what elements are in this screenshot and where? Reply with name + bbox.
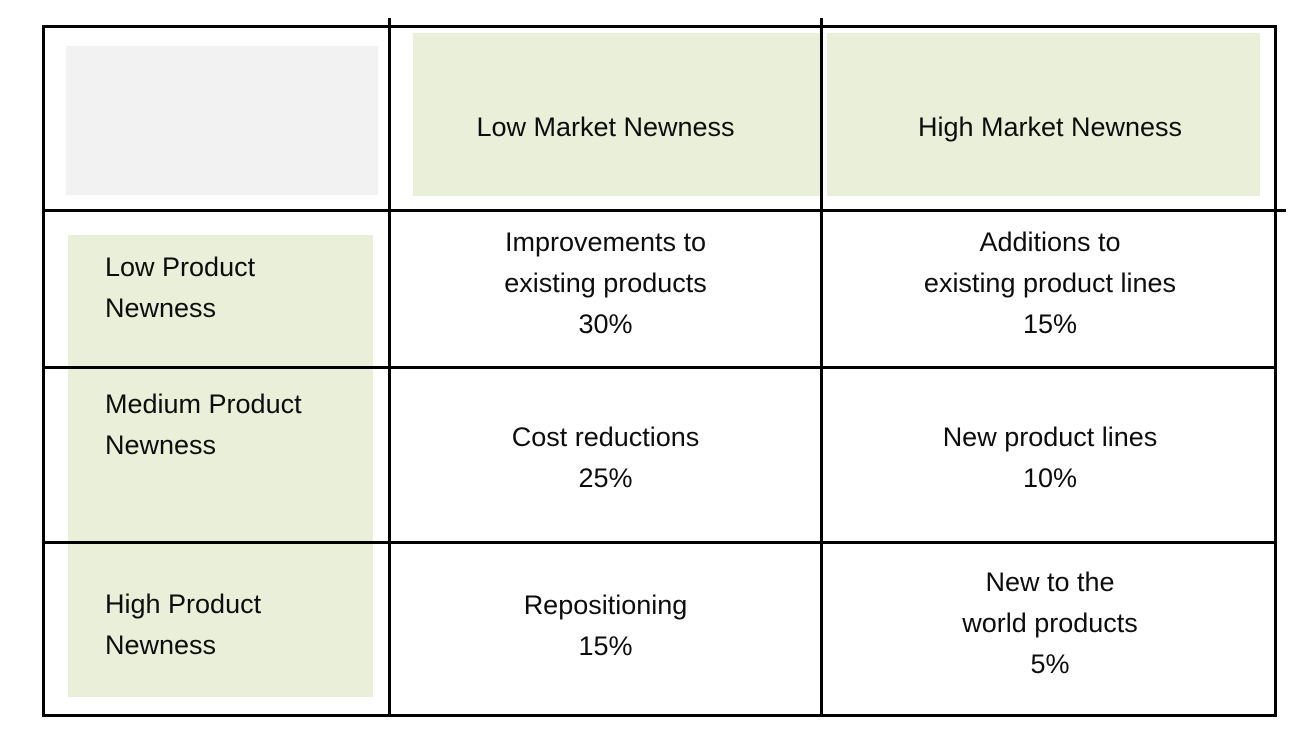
corner-cell-background bbox=[66, 46, 378, 195]
cell-percentage: 30% bbox=[578, 309, 633, 339]
row-divider-1 bbox=[42, 366, 1277, 369]
cell-repositioning: Repositioning 15% bbox=[391, 585, 820, 667]
cell-text-line: Improvements to bbox=[504, 227, 707, 257]
cell-text-line: Additions to bbox=[979, 227, 1121, 257]
header-high-market-newness: High Market Newness bbox=[823, 107, 1277, 148]
cell-text-line: existing product lines bbox=[923, 268, 1177, 298]
cell-text-line: New to the bbox=[985, 567, 1115, 597]
cell-text-line: New product lines bbox=[942, 422, 1158, 452]
row-label-line: Low Product bbox=[105, 252, 256, 282]
cell-percentage: 25% bbox=[578, 463, 633, 493]
cell-improvements-to-existing-products: Improvements to existing products 30% bbox=[391, 222, 820, 345]
row-label-line: Newness bbox=[105, 430, 217, 460]
cell-new-to-the-world-products: New to the world products 5% bbox=[823, 562, 1277, 685]
cell-text-line: world products bbox=[962, 608, 1138, 638]
row-label-line: Medium Product bbox=[105, 389, 302, 419]
cell-text-line: Repositioning bbox=[523, 590, 688, 620]
cell-percentage: 15% bbox=[578, 631, 633, 661]
low-market-header-background bbox=[413, 33, 820, 196]
cell-text-line: existing products bbox=[504, 268, 707, 298]
table-outer-border bbox=[42, 25, 1277, 717]
row-label-medium-product-newness: Medium Product Newness bbox=[105, 384, 302, 466]
cell-cost-reductions: Cost reductions 25% bbox=[391, 417, 820, 499]
cell-additions-to-existing-product-lines: Additions to existing product lines 15% bbox=[823, 222, 1277, 345]
high-market-header-background bbox=[827, 33, 1260, 196]
cell-text-line: Cost reductions bbox=[511, 422, 700, 452]
cell-new-product-lines: New product lines 10% bbox=[823, 417, 1277, 499]
row-label-line: Newness bbox=[105, 293, 217, 323]
row-divider-2 bbox=[42, 541, 1277, 544]
row-label-low-product-newness: Low Product Newness bbox=[105, 247, 255, 329]
header-low-market-newness: Low Market Newness bbox=[391, 107, 820, 148]
cell-percentage: 10% bbox=[1022, 463, 1078, 493]
row-label-high-product-newness: High Product Newness bbox=[105, 584, 261, 666]
cell-percentage: 15% bbox=[1022, 309, 1078, 339]
header-label: High Market Newness bbox=[917, 112, 1183, 142]
cell-percentage: 5% bbox=[1030, 649, 1070, 679]
product-newness-labels-background bbox=[68, 235, 373, 697]
header-label: Low Market Newness bbox=[476, 112, 735, 142]
header-row-divider bbox=[42, 209, 1286, 212]
row-label-line: High Product bbox=[105, 589, 262, 619]
row-label-line: Newness bbox=[105, 630, 217, 660]
